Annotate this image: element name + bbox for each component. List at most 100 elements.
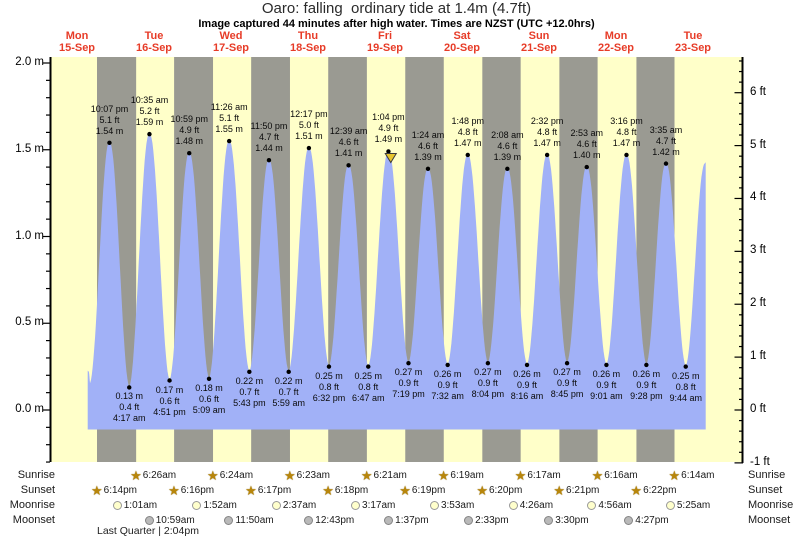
day-name: Sat <box>453 30 471 42</box>
sunset-time: 6:18pm <box>334 484 369 496</box>
tide-extreme-dot <box>366 364 371 369</box>
sunset-time: 6:22pm <box>643 484 677 496</box>
annotation-line: 1.39 m <box>493 151 522 162</box>
annotation-line: 0.6 ft <box>159 395 180 406</box>
annotation-line: 2:08 am <box>491 129 524 140</box>
annotation-line: 0.9 ft <box>437 379 458 390</box>
tide-extreme-dot <box>226 138 232 144</box>
annotation-line: 0.4 ft <box>119 402 140 413</box>
annotation-line: 5.2 ft <box>139 106 160 117</box>
sunrise-event: ★ 6:14am <box>668 468 714 482</box>
annotation-line: 1:48 pm <box>451 115 485 126</box>
annotation-line: 0.9 ft <box>517 379 538 390</box>
high-tide-annotation: 10:59 pm 4.9 ft 1.48 m <box>153 114 225 147</box>
annotation-line: 8:45 pm <box>550 389 584 400</box>
tide-extreme-dot <box>286 369 291 375</box>
moonset-time: 10:59am <box>155 514 195 526</box>
sun-star-icon: ★ <box>130 467 142 483</box>
sun-star-icon: ★ <box>630 482 643 498</box>
y-axis-left-tick-label: 0.5 m <box>15 316 44 329</box>
tide-extreme-dot <box>306 145 312 151</box>
annotation-line: 0.26 m <box>433 368 462 379</box>
moonrise-event: 4:26am <box>508 498 554 512</box>
annotation-line: 4:17 am <box>112 413 146 424</box>
tide-extreme-dot <box>425 166 431 172</box>
annotation-line: 1.49 m <box>374 134 403 145</box>
tide-extreme-dot <box>187 151 192 156</box>
day-date: 19-Sep <box>366 42 404 54</box>
sunrise-time: 6:21am <box>373 469 407 481</box>
sunrise-event: ★ 6:23am <box>284 468 330 482</box>
annotation-line: 1:24 am <box>411 129 445 140</box>
annotation-line: 0.25 m <box>315 370 343 381</box>
tide-extreme-dot <box>107 140 112 146</box>
day-date: 22-Sep <box>597 42 635 54</box>
tide-extreme-dot <box>683 364 688 369</box>
annotation-line: 7:32 am <box>431 390 464 401</box>
moonset-moon-icon <box>224 515 234 525</box>
moonrise-event: 4:56am <box>587 498 632 512</box>
moonrise-time: 5:25am <box>676 499 711 511</box>
y-axis-right-tick-label: 1 ft <box>750 350 766 363</box>
tide-extreme-dot <box>485 360 491 366</box>
chart-title: Oaro: falling ordinary tide at 1.4m (4.7… <box>261 0 532 17</box>
high-tide-annotation: 2:08 am 4.6 ft 1.39 m <box>471 130 543 163</box>
annotation-line: 1:04 pm <box>372 112 405 123</box>
sun-star-icon: ★ <box>207 467 219 483</box>
low-tide-annotation: 0.17 m 0.6 ft 4:51 pm <box>134 385 206 418</box>
annotation-line: 1.47 m <box>533 137 561 148</box>
sunrise-time: 6:16am <box>604 469 638 481</box>
sun-star-icon: ★ <box>668 467 681 483</box>
sunset-event: ★ 6:19pm <box>399 483 445 497</box>
sun-star-icon: ★ <box>90 482 103 498</box>
annotation-line: 4:51 pm <box>153 406 186 417</box>
day-name: Tue <box>683 30 703 42</box>
day-name: Fri <box>377 30 393 42</box>
low-tide-annotation: 0.27 m 0.9 ft 7:19 pm <box>372 367 444 400</box>
moonset-event: 1:37pm <box>384 513 429 527</box>
day-label: Tue 16-Sep <box>114 30 194 54</box>
annotation-line: 4.9 ft <box>378 123 399 134</box>
sunrise-time: 6:19am <box>450 469 484 481</box>
annotation-line: 8:04 pm <box>471 389 505 400</box>
sun-star-icon: ★ <box>360 467 373 483</box>
annotation-line: 6:47 am <box>351 392 385 403</box>
moonrise-time: 4:26am <box>519 499 554 511</box>
low-tide-annotation: 0.25 m 0.8 ft 6:32 pm <box>293 371 365 404</box>
tide-extreme-dot <box>445 362 450 368</box>
day-name: Thu <box>297 30 319 42</box>
high-tide-annotation: 3:35 am 4.7 ft 1.42 m <box>630 125 702 158</box>
high-tide-annotation: 3:16 pm 4.8 ft 1.47 m <box>590 116 662 149</box>
annotation-line: 0.27 m <box>474 367 502 378</box>
sunrise-event: ★ 6:26am <box>130 468 176 482</box>
sunset-time: 6:19pm <box>411 484 446 496</box>
low-tide-annotation: 0.13 m 0.4 ft 4:17 am <box>93 391 165 424</box>
annotation-line: 5.1 ft <box>219 113 240 124</box>
sunrise-event: ★ 6:16am <box>592 468 638 482</box>
moonset-event: 10:59am <box>144 513 195 527</box>
moonset-label-left: Moonset <box>12 514 55 526</box>
sunset-event: ★ 6:22pm <box>630 483 676 497</box>
high-tide-annotation: 1:04 pm 4.9 ft 1.49 m <box>352 112 424 145</box>
y-axis-left-tick-label: 1.5 m <box>15 142 44 155</box>
moonset-time: 3:30pm <box>555 514 589 526</box>
annotation-line: 8:16 am <box>510 390 544 401</box>
y-axis-left-tick-label: 0.0 m <box>15 403 44 415</box>
annotation-line: 0.26 m <box>632 368 661 379</box>
moonset-time: 12:43pm <box>315 514 355 526</box>
sunrise-event: ★ 6:19am <box>438 468 484 482</box>
day-label: Thu 18-Sep <box>268 30 348 54</box>
annotation-line: 0.22 m <box>274 375 303 386</box>
moonset-label-right: Moonset <box>748 514 791 526</box>
day-name: Wed <box>219 30 243 42</box>
annotation-line: 10:59 pm <box>170 114 208 125</box>
moonset-time: 4:27pm <box>635 514 669 526</box>
annotation-line: 0.9 ft <box>636 379 657 390</box>
annotation-line: 12:39 am <box>329 126 368 137</box>
moon-phase-text: Last Quarter | 2:04pm <box>97 525 199 537</box>
sun-star-icon: ★ <box>591 467 604 483</box>
tide-extreme-dot <box>147 131 152 137</box>
moonset-moon-icon <box>304 515 314 525</box>
